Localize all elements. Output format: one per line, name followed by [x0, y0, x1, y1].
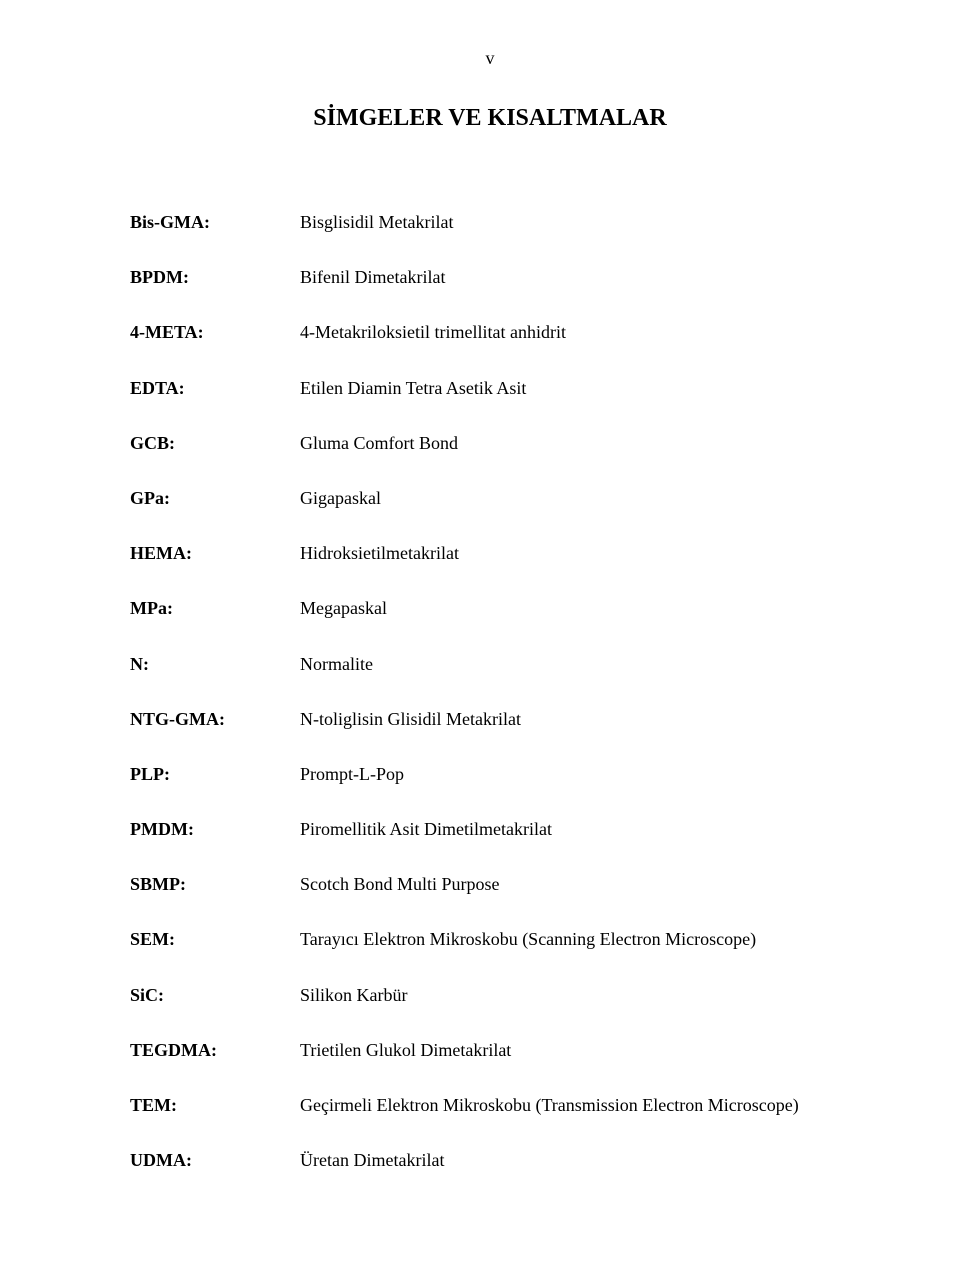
section-title: SİMGELER VE KISALTMALAR	[130, 105, 850, 132]
page-number: v	[130, 48, 850, 69]
abbreviation-term: MPa:	[130, 596, 300, 621]
abbreviation-term: GPa:	[130, 486, 300, 511]
abbreviation-term: Bis-GMA:	[130, 210, 300, 235]
abbreviation-term: GCB:	[130, 431, 300, 456]
abbreviation-term: BPDM:	[130, 265, 300, 290]
abbreviation-definition: Normalite	[300, 652, 850, 677]
abbreviation-term: TEGDMA:	[130, 1038, 300, 1063]
abbreviation-row: N:Normalite	[130, 652, 850, 677]
abbreviation-term: HEMA:	[130, 541, 300, 566]
abbreviation-definition: Scotch Bond Multi Purpose	[300, 872, 850, 897]
abbreviation-term: SEM:	[130, 927, 300, 952]
abbreviation-term: EDTA:	[130, 376, 300, 401]
abbreviation-term: SBMP:	[130, 872, 300, 897]
abbreviation-row: 4-META:4-Metakriloksietil trimellitat an…	[130, 320, 850, 345]
abbreviation-definition: Etilen Diamin Tetra Asetik Asit	[300, 376, 850, 401]
abbreviation-definition: Bisglisidil Metakrilat	[300, 210, 850, 235]
abbreviation-definition: Piromellitik Asit Dimetilmetakrilat	[300, 817, 850, 842]
abbreviation-definition: 4-Metakriloksietil trimellitat anhidrit	[300, 320, 850, 345]
abbreviation-row: SEM:Tarayıcı Elektron Mikroskobu (Scanni…	[130, 927, 850, 952]
abbreviation-definition: Bifenil Dimetakrilat	[300, 265, 850, 290]
abbreviation-row: PLP:Prompt-L-Pop	[130, 762, 850, 787]
abbreviation-row: SBMP:Scotch Bond Multi Purpose	[130, 872, 850, 897]
abbreviation-term: 4-META:	[130, 320, 300, 345]
abbreviation-definition: Gluma Comfort Bond	[300, 431, 850, 456]
abbreviation-list: Bis-GMA:Bisglisidil Metakrilat BPDM:Bifen…	[130, 210, 850, 1173]
abbreviation-term: PLP:	[130, 762, 300, 787]
abbreviation-row: PMDM:Piromellitik Asit Dimetilmetakrilat	[130, 817, 850, 842]
abbreviation-row: MPa:Megapaskal	[130, 596, 850, 621]
abbreviation-term: SiC:	[130, 983, 300, 1008]
abbreviation-row: HEMA:Hidroksietilmetakrilat	[130, 541, 850, 566]
abbreviation-definition: Tarayıcı Elektron Mikroskobu (Scanning E…	[300, 927, 850, 952]
abbreviation-row: GPa:Gigapaskal	[130, 486, 850, 511]
abbreviation-definition: Üretan Dimetakrilat	[300, 1148, 850, 1173]
abbreviation-row: TEGDMA:Trietilen Glukol Dimetakrilat	[130, 1038, 850, 1063]
abbreviation-row: Bis-GMA:Bisglisidil Metakrilat	[130, 210, 850, 235]
abbreviation-row: EDTA:Etilen Diamin Tetra Asetik Asit	[130, 376, 850, 401]
abbreviation-term: TEM:	[130, 1093, 300, 1118]
abbreviation-definition: Megapaskal	[300, 596, 850, 621]
abbreviation-term: PMDM:	[130, 817, 300, 842]
abbreviation-definition: Trietilen Glukol Dimetakrilat	[300, 1038, 850, 1063]
abbreviation-row: GCB:Gluma Comfort Bond	[130, 431, 850, 456]
abbreviation-definition: Prompt-L-Pop	[300, 762, 850, 787]
abbreviation-term: N:	[130, 652, 300, 677]
abbreviation-row: TEM:Geçirmeli Elektron Mikroskobu (Trans…	[130, 1093, 850, 1118]
abbreviation-term: NTG-GMA:	[130, 707, 300, 732]
page: v SİMGELER VE KISALTMALAR Bis-GMA:Bisgli…	[0, 0, 960, 1263]
abbreviation-definition: N-toliglisin Glisidil Metakrilat	[300, 707, 850, 732]
abbreviation-definition: Hidroksietilmetakrilat	[300, 541, 850, 566]
abbreviation-row: SiC:Silikon Karbür	[130, 983, 850, 1008]
abbreviation-term: UDMA:	[130, 1148, 300, 1173]
abbreviation-definition: Geçirmeli Elektron Mikroskobu (Transmiss…	[300, 1093, 850, 1118]
abbreviation-row: UDMA:Üretan Dimetakrilat	[130, 1148, 850, 1173]
abbreviation-definition: Gigapaskal	[300, 486, 850, 511]
abbreviation-row: NTG-GMA:N-toliglisin Glisidil Metakrilat	[130, 707, 850, 732]
abbreviation-definition: Silikon Karbür	[300, 983, 850, 1008]
abbreviation-row: BPDM:Bifenil Dimetakrilat	[130, 265, 850, 290]
